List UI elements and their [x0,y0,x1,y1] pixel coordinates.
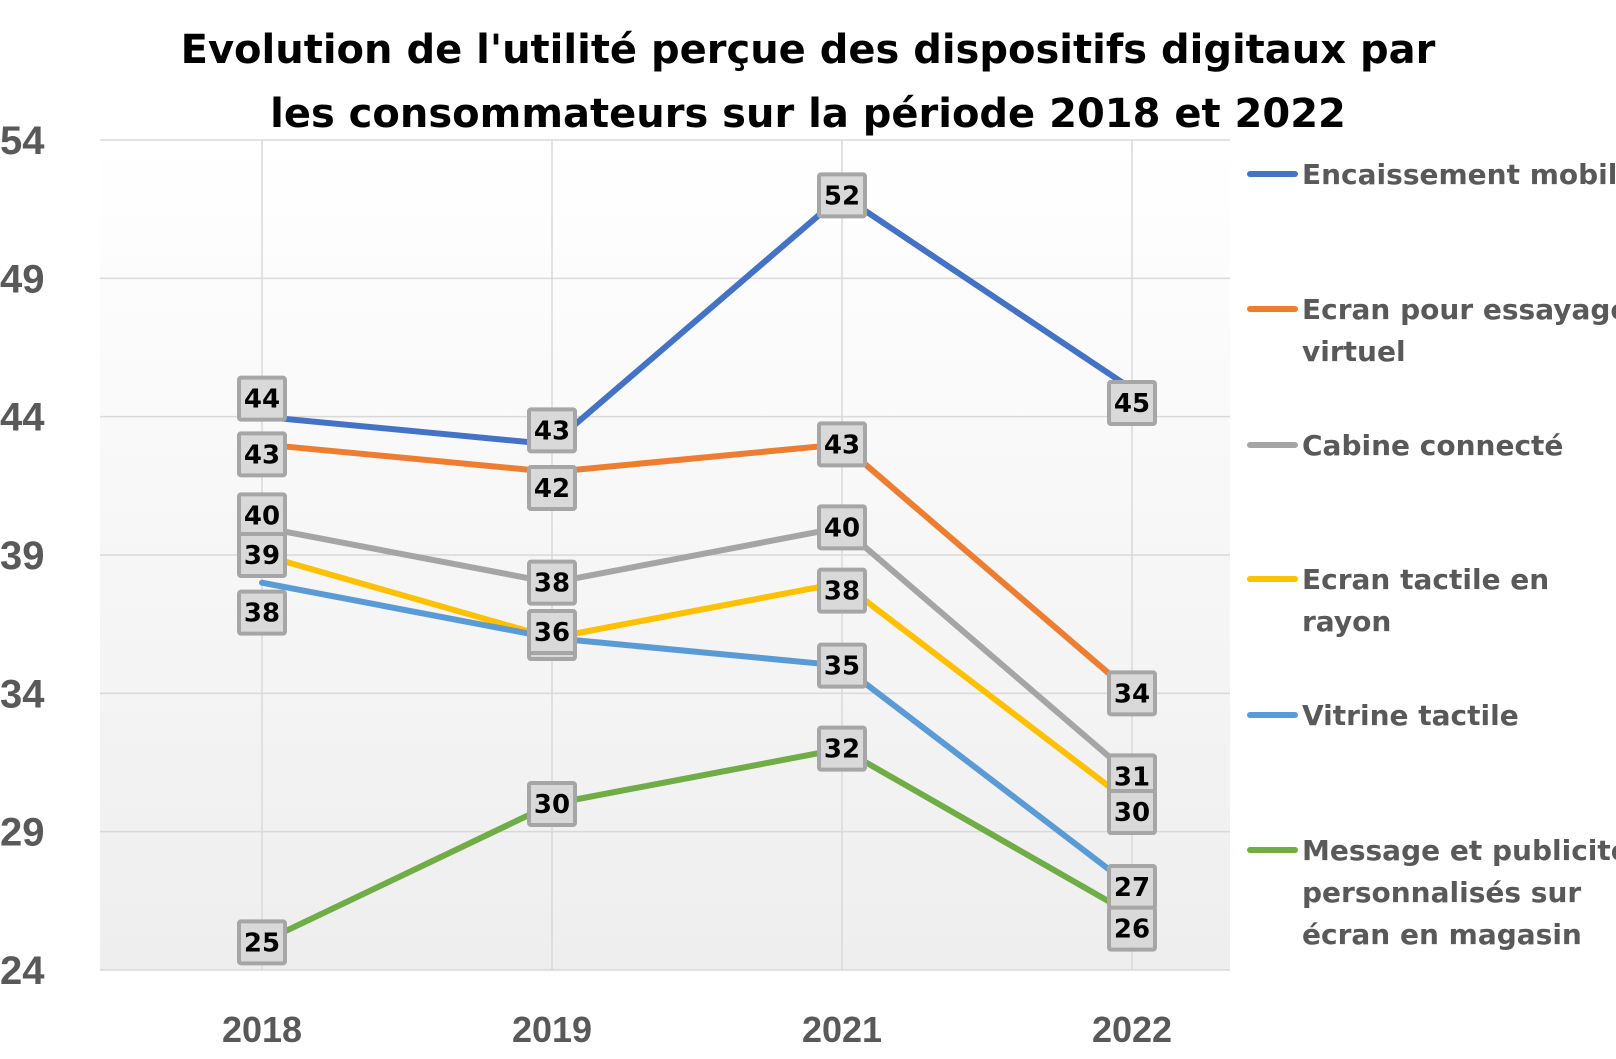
x-tick-label: 2021 [802,1009,882,1050]
data-labels: 4443524543424334403840313936383038363527… [237,172,1157,966]
data-label-text: 27 [1114,873,1150,903]
legend-label: rayon [1302,605,1391,638]
x-tick-label: 2022 [1092,1009,1172,1050]
data-label-text: 26 [1114,915,1150,945]
y-tick-label: 44 [0,396,45,440]
x-axis-ticks: 2018 2019 2021 2022 [222,1009,1172,1050]
legend-entry: Vitrine tactile [1247,699,1519,732]
legend-entry: Encaissement mobile [1247,158,1616,191]
data-label-text: 42 [534,474,570,504]
x-tick-label: 2018 [222,1009,302,1050]
data-label-text: 40 [244,501,280,531]
data-label: 25 [237,919,287,966]
data-label: 36 [527,609,577,655]
data-label: 35 [817,642,867,689]
data-label-text: 38 [824,577,860,607]
data-label: 43 [817,421,867,468]
data-label-text: 30 [534,790,570,820]
data-label: 43 [527,407,577,454]
data-label: 42 [527,465,577,511]
data-label-text: 34 [1114,679,1150,709]
chart-title: Evolution de l'utilité perçue des dispos… [181,27,1436,137]
data-label: 43 [237,431,287,478]
y-tick-label: 34 [0,672,45,716]
chart-title-line-1: Evolution de l'utilité perçue des dispos… [181,27,1436,73]
data-label-text: 36 [534,618,570,648]
legend-entry: Message et publicités personnalisés sur éc… [1247,834,1616,951]
series-lines [259,192,1135,946]
data-label: 44 [237,375,287,422]
legend-entry: Cabine connecté [1247,429,1563,462]
legend-entry: Ecran pour essayage virtuel [1247,293,1616,368]
data-label-text: 43 [244,440,280,470]
series-line [259,579,1135,890]
data-label-text: 45 [1114,389,1150,419]
data-label-text: 25 [244,928,280,958]
legend-label: Ecran pour essayage [1302,293,1616,326]
data-label-text: 43 [534,416,570,446]
data-label-text: 32 [824,735,860,765]
data-label-text: 52 [824,181,860,211]
data-label-text: 44 [244,385,280,415]
data-label: 30 [1107,789,1157,835]
data-label: 38 [817,567,867,614]
series-line [259,192,1135,448]
legend-label: personnalisés sur [1302,876,1581,909]
data-label: 38 [237,589,287,636]
data-label: 30 [527,781,577,827]
legend: Encaissement mobile Ecran pour essayage vi… [1247,158,1616,951]
legend-label: Cabine connecté [1302,429,1563,462]
data-label-text: 38 [244,599,280,629]
legend-label: Message et publicités [1302,834,1616,867]
y-tick-label: 39 [0,534,45,578]
y-axis-ticks: 54 49 44 39 34 29 24 [0,119,45,993]
series-line [259,745,1135,946]
data-label: 45 [1107,380,1157,426]
data-label-text: 39 [244,541,280,571]
legend-label: écran en magasin [1302,918,1582,951]
data-label: 40 [817,504,867,551]
data-label: 52 [817,172,867,219]
chart-title-line-2: les consommateurs sur la période 2018 et… [270,91,1346,137]
legend-label: Vitrine tactile [1302,699,1519,732]
legend-label: Ecran tactile en [1302,563,1549,596]
y-tick-label: 49 [0,257,45,301]
data-label: 27 [1107,864,1157,910]
series-line [259,441,1135,697]
data-label-text: 43 [824,430,860,460]
x-tick-label: 2019 [512,1009,592,1050]
y-tick-label: 29 [0,811,45,855]
legend-label: virtuel [1302,335,1406,368]
y-tick-label: 54 [0,119,45,163]
legend-label: Encaissement mobile [1302,158,1616,191]
data-label-text: 35 [824,652,860,682]
data-label-text: 30 [1114,798,1150,828]
data-label: 40 [237,492,287,539]
data-label: 26 [1107,905,1157,952]
legend-entry: Ecran tactile en rayon [1247,563,1549,638]
data-label: 32 [817,725,867,772]
data-label: 38 [527,559,577,606]
data-label: 34 [1107,670,1157,717]
data-label-text: 31 [1114,762,1150,792]
data-label-text: 40 [824,513,860,543]
series-line [259,524,1135,780]
data-label-text: 38 [534,569,570,599]
series-line [259,552,1135,807]
data-label: 39 [237,532,287,578]
y-tick-label: 24 [0,949,45,993]
